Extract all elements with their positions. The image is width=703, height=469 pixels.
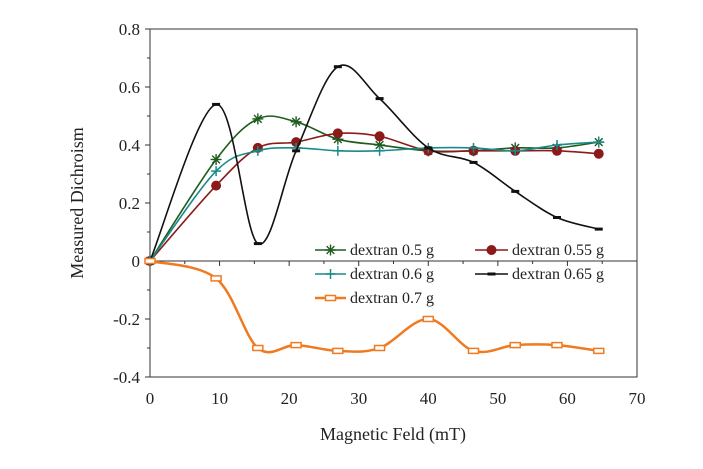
y-tick-label: 0.4: [119, 136, 141, 155]
data-point: [211, 166, 222, 177]
data-point: [325, 244, 336, 256]
data-point: [210, 154, 222, 165]
legend-entry-3: dextran 0.65 g: [475, 266, 604, 283]
legend: dextran 0.5 g dextran 0.55 g dextran 0.6…: [315, 242, 604, 307]
y-axis-title: Measured Dichroism: [67, 127, 87, 278]
data-point: [292, 149, 301, 153]
x-tick-label: 40: [420, 389, 437, 408]
data-point: [332, 128, 343, 139]
legend-label-1: dextran 0.55 g: [512, 242, 604, 259]
data-point: [290, 116, 302, 128]
x-tick-label: 70: [629, 389, 646, 408]
y-tick-label: 0.2: [119, 194, 140, 213]
data-point: [211, 180, 222, 191]
data-point: [252, 113, 264, 125]
data-point: [551, 341, 563, 349]
data-point: [324, 294, 337, 302]
data-point: [252, 145, 263, 156]
data-point: [374, 131, 385, 142]
data-point: [486, 245, 497, 255]
data-point: [290, 341, 302, 349]
data-point: [253, 242, 262, 246]
data-point: [469, 160, 478, 164]
data-point: [467, 347, 480, 355]
data-point: [374, 145, 385, 156]
legend-entry-1: dextran 0.55 g: [475, 242, 604, 259]
axes: 0 10 20 30 40 50 60 70 -0.4 -0.2 0 0.2 0.4 0.6 0.8: [113, 20, 645, 408]
data-point: [424, 146, 433, 150]
x-tick-label: 50: [489, 389, 506, 408]
data-point: [144, 257, 156, 265]
x-tick-label: 0: [146, 389, 155, 408]
y-tick-label: 0: [132, 252, 141, 271]
data-point: [374, 139, 386, 151]
data-point: [511, 189, 520, 193]
y-tick-label: -0.4: [113, 368, 140, 387]
data-point: [487, 272, 496, 276]
data-point: [594, 227, 603, 231]
data-point: [468, 142, 479, 153]
data-point: [592, 347, 605, 355]
data-point: [375, 97, 384, 101]
data-point: [325, 269, 336, 279]
legend-label-2: dextran 0.6 g: [350, 266, 434, 283]
x-tick-label: 20: [281, 389, 298, 408]
x-tick-label: 30: [350, 389, 367, 408]
legend-label-3: dextran 0.65 g: [512, 266, 604, 283]
legend-entry-2: dextran 0.6 g: [315, 266, 434, 283]
data-point: [373, 344, 386, 352]
data-point: [252, 344, 264, 352]
y-tick-label: 0.6: [119, 78, 140, 97]
data-point: [210, 275, 222, 282]
data-point: [552, 216, 561, 219]
legend-entry-0: dextran 0.5 g: [315, 242, 434, 259]
y-tick-label: -0.2: [113, 310, 140, 329]
y-tick-label: 0.8: [119, 20, 140, 39]
x-tick-label: 10: [211, 389, 228, 408]
legend-label-0: dextran 0.5 g: [350, 242, 434, 259]
data-point: [509, 341, 521, 349]
data-point: [333, 65, 342, 69]
legend-entry-4: dextran 0.7 g: [315, 290, 434, 307]
data-point: [212, 102, 221, 106]
data-point: [332, 145, 343, 156]
data-point: [422, 315, 435, 323]
data-point: [551, 140, 562, 150]
data-point: [510, 145, 521, 156]
legend-label-4: dextran 0.7 g: [350, 290, 434, 307]
series-layer: [144, 64, 605, 355]
data-point: [332, 347, 344, 355]
data-point: [593, 137, 604, 148]
plot-area: [149, 28, 638, 378]
series-line-0: [149, 115, 599, 262]
x-axis-title: Magnetic Feld (mT): [320, 424, 466, 445]
series-line-3: [149, 64, 599, 262]
x-tick-label: 60: [559, 389, 576, 408]
data-point: [593, 148, 604, 159]
series-3: [146, 64, 603, 263]
series-4: [144, 257, 605, 355]
